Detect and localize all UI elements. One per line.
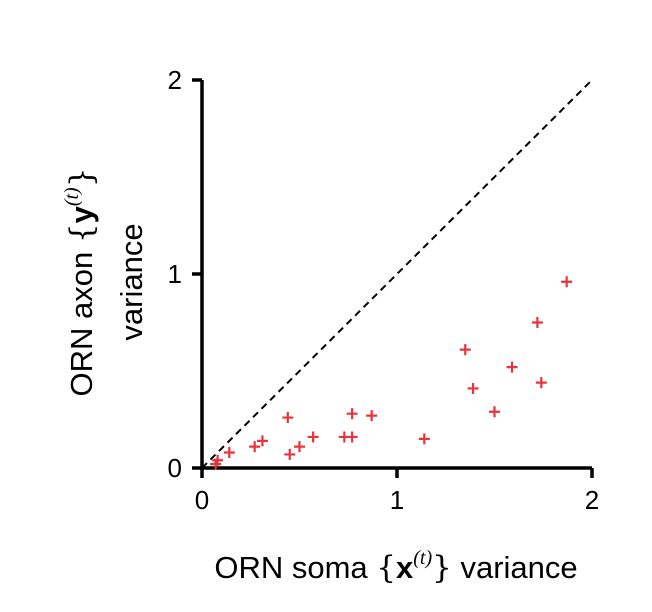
data-point bbox=[256, 435, 268, 447]
y-tick-label: 1 bbox=[168, 259, 182, 289]
identity-reference-line bbox=[201, 79, 593, 469]
data-point bbox=[506, 361, 518, 373]
x-tick-label: 1 bbox=[390, 485, 404, 515]
data-point bbox=[467, 382, 479, 394]
data-point bbox=[249, 441, 261, 453]
data-point bbox=[282, 412, 294, 424]
data-point bbox=[294, 441, 305, 453]
data-point bbox=[459, 344, 471, 356]
y-axis-label: ORN axon {y(t)} variance bbox=[61, 168, 149, 397]
x-axis-label: ORN soma {x(t)} variance bbox=[214, 547, 577, 586]
data-point bbox=[418, 433, 430, 445]
y-ticks: 0 1 2 bbox=[168, 65, 202, 483]
y-axis-label-line2: variance bbox=[114, 223, 149, 340]
axes: 0 1 2 0 1 2 bbox=[168, 65, 600, 515]
x-ticks: 0 1 2 bbox=[195, 468, 599, 515]
y-axis-label-line1: ORN axon {y(t)} bbox=[61, 168, 100, 397]
data-point bbox=[489, 406, 500, 418]
x-tick-label: 2 bbox=[585, 485, 599, 515]
data-point bbox=[561, 276, 573, 288]
data-point bbox=[212, 454, 224, 466]
data-point bbox=[346, 408, 358, 420]
y-tick-label: 0 bbox=[168, 453, 182, 483]
data-points bbox=[210, 276, 573, 470]
y-tick-label: 2 bbox=[168, 65, 182, 95]
data-point bbox=[307, 431, 319, 443]
data-point bbox=[346, 431, 358, 443]
data-point bbox=[366, 410, 378, 422]
data-point bbox=[223, 446, 235, 458]
data-point bbox=[535, 377, 547, 389]
data-point bbox=[531, 317, 543, 328]
data-point bbox=[284, 448, 296, 460]
x-tick-label: 0 bbox=[195, 485, 209, 515]
